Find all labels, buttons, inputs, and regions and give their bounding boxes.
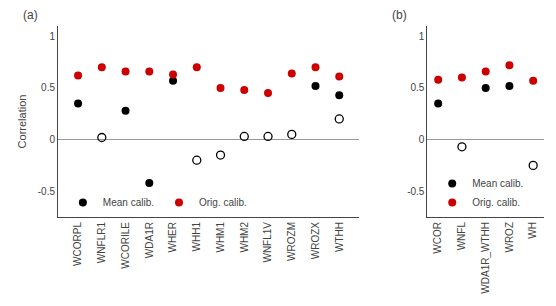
svg-text:0: 0 [49,134,55,145]
svg-text:1: 1 [49,31,55,42]
svg-text:-0.5: -0.5 [38,186,56,197]
svg-text:(b): (b) [392,8,407,22]
svg-text:WNFL: WNFL [456,222,467,251]
svg-text:WHER: WHER [167,222,178,253]
svg-text:WDA1R: WDA1R [144,222,155,258]
svg-text:Orig. calib.: Orig. calib. [472,197,520,208]
svg-text:Mean calib.: Mean calib. [472,178,523,189]
svg-text:WNFLR1: WNFLR1 [96,222,107,264]
svg-text:WCORILE: WCORILE [120,222,131,269]
svg-text:WHM2: WHM2 [239,222,250,253]
svg-text:0: 0 [419,134,425,145]
svg-text:Correlation: Correlation [16,95,28,149]
svg-text:WH: WH [527,222,538,239]
svg-text:WDA1R_WTHH: WDA1R_WTHH [480,222,491,294]
svg-text:Mean calib.: Mean calib. [103,197,154,208]
svg-text:WCOR: WCOR [432,222,443,254]
svg-text:WCORPL: WCORPL [72,222,83,266]
svg-text:WROZX: WROZX [310,222,321,260]
svg-text:WHM1: WHM1 [215,222,226,253]
svg-text:(a): (a) [23,8,38,22]
svg-text:WROZ: WROZ [504,222,515,253]
svg-text:0.5: 0.5 [410,82,424,93]
svg-text:WHH1: WHH1 [191,222,202,252]
svg-text:WTHH: WTHH [334,222,345,252]
svg-text:1: 1 [419,31,425,42]
svg-text:-0.5: -0.5 [407,186,425,197]
svg-text:0.5: 0.5 [41,82,55,93]
svg-text:WNFL1V: WNFL1V [262,222,273,263]
svg-text:Orig. calib.: Orig. calib. [199,197,247,208]
svg-text:WROZM: WROZM [286,222,297,261]
